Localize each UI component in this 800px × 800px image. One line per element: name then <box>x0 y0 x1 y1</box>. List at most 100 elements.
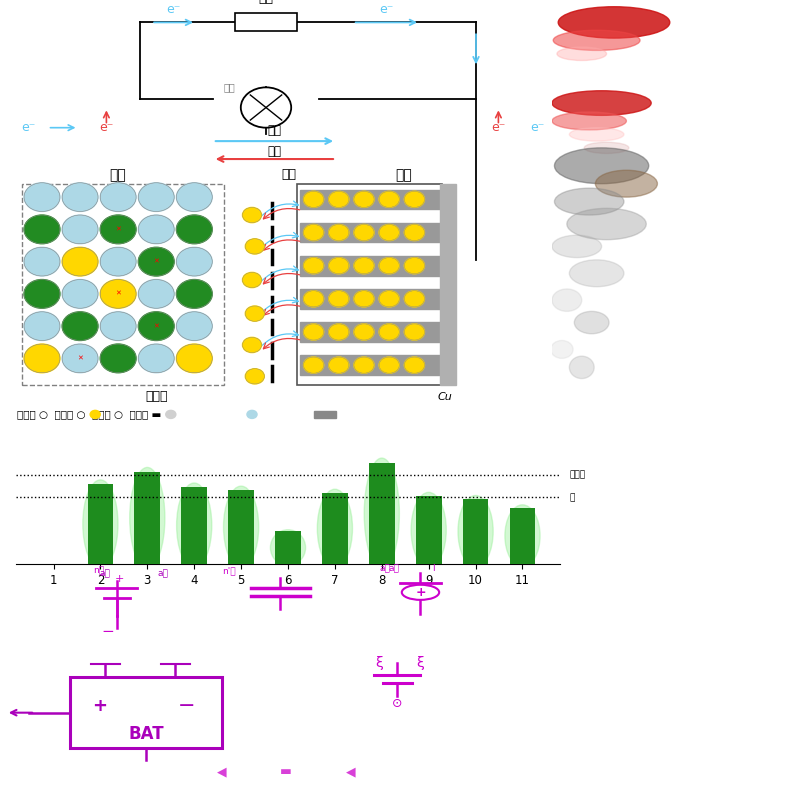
Text: l: l <box>432 564 434 574</box>
Bar <box>297 184 442 386</box>
Circle shape <box>138 344 174 373</box>
Circle shape <box>404 357 425 373</box>
Text: Cu: Cu <box>438 392 453 402</box>
Ellipse shape <box>574 311 609 334</box>
Text: ✕: ✕ <box>77 355 83 362</box>
Circle shape <box>303 258 324 274</box>
Circle shape <box>100 279 136 308</box>
Bar <box>299 256 440 275</box>
Ellipse shape <box>270 530 306 566</box>
Circle shape <box>62 344 98 373</box>
Circle shape <box>138 247 174 276</box>
Ellipse shape <box>411 492 446 567</box>
Circle shape <box>62 312 98 341</box>
Circle shape <box>138 182 174 211</box>
Bar <box>134 472 160 564</box>
Bar <box>70 678 222 748</box>
Circle shape <box>247 410 257 418</box>
Circle shape <box>329 357 349 373</box>
Ellipse shape <box>557 47 606 61</box>
Bar <box>440 184 456 386</box>
Text: +: + <box>415 586 426 599</box>
Ellipse shape <box>584 142 629 154</box>
Circle shape <box>354 324 374 340</box>
Text: ✕: ✕ <box>154 323 159 329</box>
Circle shape <box>379 191 399 207</box>
Text: a（: a（ <box>158 569 169 578</box>
Ellipse shape <box>552 90 651 115</box>
Circle shape <box>62 279 98 308</box>
Circle shape <box>303 225 324 241</box>
Circle shape <box>138 279 174 308</box>
Bar <box>369 463 394 564</box>
Circle shape <box>354 357 374 373</box>
Text: ▬: ▬ <box>280 765 292 778</box>
Circle shape <box>177 215 212 244</box>
Text: n（: n（ <box>94 566 105 575</box>
Ellipse shape <box>570 356 594 378</box>
Circle shape <box>24 247 60 276</box>
Text: 无: 无 <box>570 493 574 502</box>
Circle shape <box>329 258 349 274</box>
Circle shape <box>303 357 324 373</box>
Bar <box>87 484 114 564</box>
Text: ✕: ✕ <box>154 258 159 265</box>
Text: 负极: 负极 <box>395 168 411 182</box>
Text: 锂离子 ○  氧原子 ○  铁离子 ○  石墨层 ▬: 锂离子 ○ 氧原子 ○ 铁离子 ○ 石墨层 ▬ <box>17 410 161 419</box>
Circle shape <box>379 324 399 340</box>
Circle shape <box>100 312 136 341</box>
Ellipse shape <box>570 260 624 286</box>
Circle shape <box>329 324 349 340</box>
Bar <box>314 411 336 418</box>
Circle shape <box>354 191 374 207</box>
Circle shape <box>354 225 374 241</box>
Circle shape <box>379 357 399 373</box>
Bar <box>299 322 440 342</box>
Ellipse shape <box>552 235 602 258</box>
Circle shape <box>166 410 176 418</box>
Ellipse shape <box>364 458 399 569</box>
Circle shape <box>177 344 212 373</box>
Circle shape <box>329 225 349 241</box>
Circle shape <box>24 344 60 373</box>
Circle shape <box>242 207 262 222</box>
Ellipse shape <box>558 6 670 38</box>
Circle shape <box>24 215 60 244</box>
Circle shape <box>303 191 324 207</box>
Circle shape <box>100 344 136 373</box>
Text: −: − <box>102 624 114 638</box>
Bar <box>182 487 207 564</box>
Ellipse shape <box>552 112 626 130</box>
Circle shape <box>138 215 174 244</box>
Text: ✕: ✕ <box>115 226 121 232</box>
Circle shape <box>177 312 212 341</box>
Circle shape <box>404 225 425 241</box>
Circle shape <box>177 247 212 276</box>
Circle shape <box>246 238 264 254</box>
Text: −: − <box>178 695 196 715</box>
Circle shape <box>100 182 136 211</box>
Bar <box>299 190 440 210</box>
Circle shape <box>354 258 374 274</box>
Circle shape <box>303 324 324 340</box>
Ellipse shape <box>177 483 212 568</box>
Text: 供电: 供电 <box>258 0 274 6</box>
Bar <box>299 355 440 375</box>
Text: 平均无: 平均无 <box>570 470 586 480</box>
Circle shape <box>404 290 425 307</box>
Circle shape <box>177 279 212 308</box>
Circle shape <box>24 312 60 341</box>
Ellipse shape <box>83 480 118 568</box>
Text: 正极: 正极 <box>110 168 126 182</box>
Bar <box>235 14 297 31</box>
Ellipse shape <box>223 486 258 568</box>
Text: 充电: 充电 <box>267 124 282 137</box>
Text: a（: a（ <box>99 569 110 578</box>
Circle shape <box>62 182 98 211</box>
Text: ◀: ◀ <box>217 765 226 778</box>
Bar <box>462 498 489 564</box>
Ellipse shape <box>554 188 624 215</box>
Bar <box>299 289 440 309</box>
Text: ⊙: ⊙ <box>392 697 402 710</box>
Ellipse shape <box>567 208 646 240</box>
